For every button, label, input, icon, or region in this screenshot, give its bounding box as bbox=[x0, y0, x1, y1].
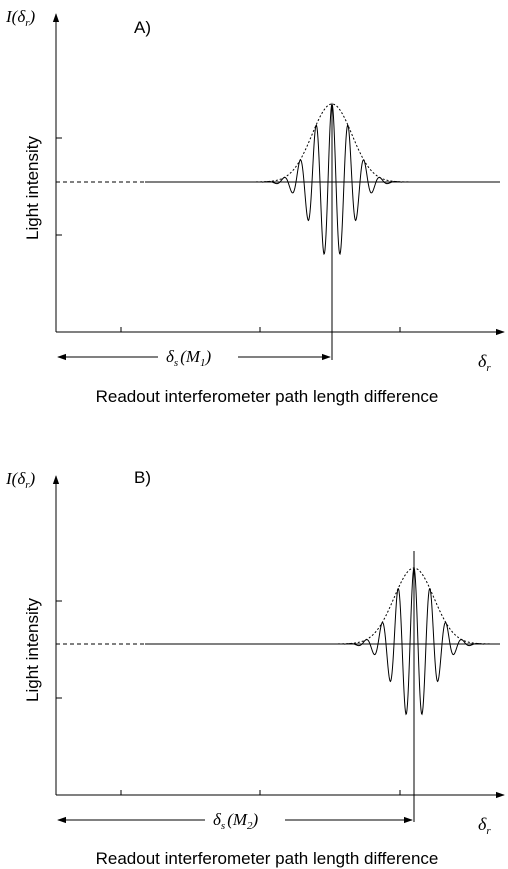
panel-b-xlabel: Readout interferometer path length diffe… bbox=[96, 849, 439, 868]
panel-a-label: A) bbox=[134, 18, 151, 37]
panel-a-offset-label: δs (M1) bbox=[166, 347, 212, 369]
panel-a-xlabel: Readout interferometer path length diffe… bbox=[96, 387, 439, 406]
panel-a-ylabel: Light intensity bbox=[23, 136, 42, 240]
panel-b-offset-label-bg bbox=[205, 808, 285, 832]
panel-b: I(δr) B) Light intensity δs (M2) δr Reado… bbox=[5, 468, 505, 868]
panel-b-offset-label: δs (M2) bbox=[213, 810, 259, 832]
panel-a-x-axis-var: δr bbox=[478, 351, 491, 374]
panel-a-offset-label-bg bbox=[158, 345, 238, 369]
panel-a: I(δr) A) Light intensity δs (M1) δr Reado… bbox=[5, 7, 505, 406]
panel-a-y-axis-label: I(δr) bbox=[5, 7, 36, 29]
panel-b-label: B) bbox=[134, 468, 151, 487]
panel-b-x-axis-var: δr bbox=[478, 814, 491, 837]
panel-b-y-axis-label: I(δr) bbox=[5, 469, 36, 491]
panel-b-ylabel: Light intensity bbox=[23, 598, 42, 702]
